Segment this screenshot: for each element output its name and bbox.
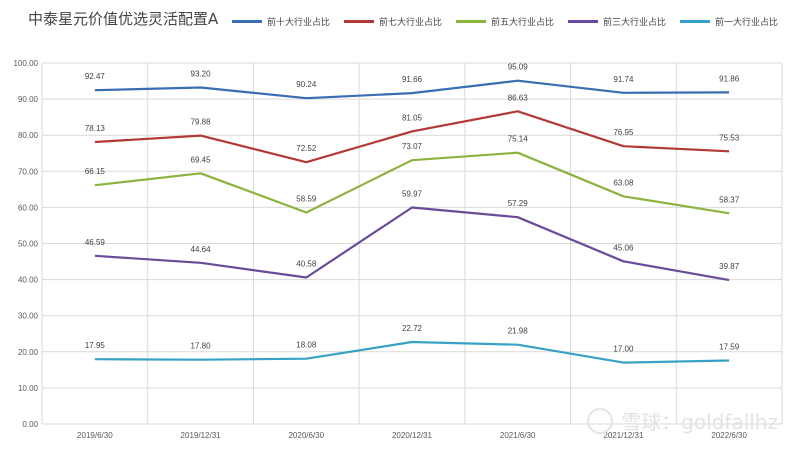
x-tick-label: 2021/12/31 [603, 431, 644, 440]
x-tick-label: 2019/6/30 [77, 431, 113, 440]
data-label: 91.74 [613, 75, 634, 84]
data-label: 92.47 [85, 72, 106, 81]
y-tick-label: 50.00 [18, 240, 39, 249]
data-label: 69.45 [191, 155, 212, 164]
legend-item-top1: 前一大行业占比 [680, 15, 792, 28]
legend-label: 前七大行业占比 [379, 18, 443, 28]
data-label: 75.53 [719, 133, 740, 142]
y-tick-label: 60.00 [18, 203, 39, 212]
chart-title: 中泰星元价值优选灵活配置A [28, 10, 219, 28]
data-label: 17.59 [719, 343, 740, 352]
y-tick-label: 10.00 [18, 384, 39, 393]
data-label: 90.24 [296, 80, 317, 89]
legend: 前十大行业占比 前七大行业占比 前五大行业占比 前三大行业占比 前一大行业占比 [232, 15, 792, 28]
legend-item-top10: 前十大行业占比 [232, 15, 344, 28]
data-label: 22.72 [402, 324, 423, 333]
legend-label: 前一大行业占比 [715, 18, 779, 28]
legend-label: 前十大行业占比 [267, 18, 331, 28]
x-tick-label: 2020/6/30 [288, 431, 324, 440]
y-tick-label: 30.00 [18, 312, 39, 321]
snowball-logo-icon [587, 407, 614, 434]
series-line [94, 79, 730, 100]
y-tick-label: 40.00 [18, 276, 39, 285]
data-label: 58.59 [296, 194, 317, 203]
legend-label: 前三大行业占比 [603, 18, 667, 28]
data-label: 93.20 [191, 70, 212, 79]
y-tick-label: 100.00 [14, 59, 39, 68]
data-label: 21.98 [508, 327, 529, 336]
data-label: 79.88 [191, 118, 212, 127]
watermark: 雪球：goldfallhz [587, 406, 778, 435]
data-label: 75.14 [508, 135, 529, 144]
y-tick-label: 90.00 [18, 95, 39, 104]
legend-swatch [568, 20, 598, 23]
data-label: 95.09 [508, 63, 529, 72]
x-tick-label: 2022/6/30 [711, 431, 747, 440]
data-label: 39.87 [719, 262, 740, 271]
data-label: 44.64 [191, 245, 212, 254]
data-label: 81.05 [402, 113, 423, 122]
data-label: 40.58 [296, 260, 317, 269]
series-line [94, 151, 730, 215]
y-tick-label: 70.00 [18, 167, 39, 176]
data-label: 17.95 [85, 341, 106, 350]
data-label: 18.08 [296, 341, 317, 350]
data-label: 59.97 [402, 190, 423, 199]
series-line [94, 110, 730, 164]
data-label: 86.63 [508, 93, 529, 102]
legend-item-top5: 前五大行业占比 [456, 15, 568, 28]
legend-item-top7: 前七大行业占比 [344, 15, 456, 28]
data-label: 91.66 [402, 75, 423, 84]
data-label: 57.29 [508, 199, 529, 208]
legend-swatch [232, 20, 262, 23]
x-tick-label: 2021/6/30 [500, 431, 536, 440]
series-line [94, 340, 730, 364]
data-label: 46.59 [85, 238, 106, 247]
x-tick-label: 2020/12/31 [392, 431, 433, 440]
legend-label: 前五大行业占比 [491, 18, 555, 28]
data-label: 58.37 [719, 195, 740, 204]
y-tick-label: 20.00 [18, 348, 39, 357]
data-label: 72.52 [296, 144, 317, 153]
y-tick-label: 0.00 [22, 420, 38, 429]
legend-swatch [344, 20, 374, 23]
series-line [94, 206, 730, 282]
data-label: 63.08 [613, 178, 634, 187]
data-label: 66.15 [85, 167, 106, 176]
data-label: 45.06 [613, 243, 634, 252]
data-label: 17.00 [613, 345, 634, 354]
y-tick-label: 80.00 [18, 131, 39, 140]
data-label: 73.07 [402, 142, 423, 151]
legend-swatch [680, 20, 710, 23]
data-label: 76.95 [613, 128, 634, 137]
watermark-text: 雪球：goldfallhz [621, 410, 778, 434]
data-label: 91.86 [719, 74, 740, 83]
data-label: 17.80 [191, 342, 212, 351]
x-tick-label: 2019/12/31 [181, 431, 222, 440]
legend-item-top3: 前三大行业占比 [568, 15, 680, 28]
legend-swatch [456, 20, 486, 23]
data-label: 78.13 [85, 124, 106, 133]
